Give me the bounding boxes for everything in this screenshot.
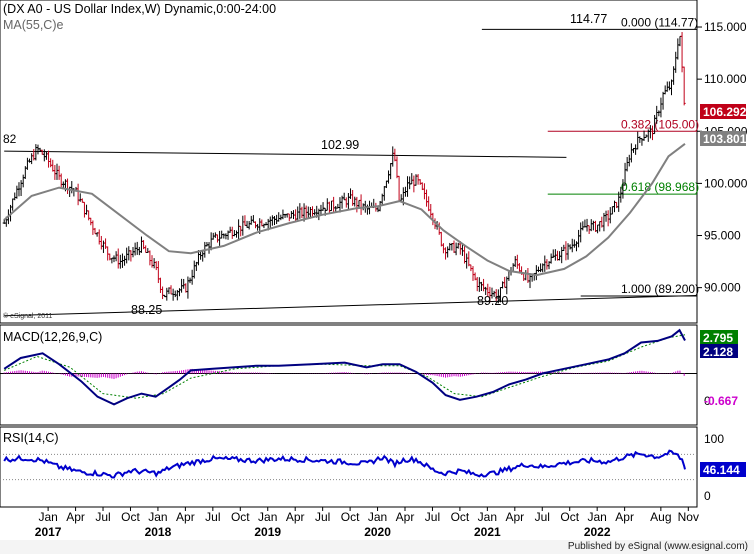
fib-level-label: 1.000 (89.200) bbox=[621, 282, 699, 296]
right-axis-tags: 0 100 0 106.292 103.801 2.795 2.128 -0.6… bbox=[700, 104, 747, 503]
ma-value-tag bbox=[700, 131, 746, 146]
year-label: 2021 bbox=[474, 525, 501, 539]
month-label: Jul bbox=[205, 510, 220, 524]
ma-55-line bbox=[3, 143, 686, 277]
month-label: Oct bbox=[121, 510, 140, 524]
rsi-line bbox=[3, 449, 686, 479]
last-price-tag bbox=[700, 104, 746, 119]
year-label: 2018 bbox=[145, 525, 172, 539]
chart-title: (DX A0 - US Dollar Index,W) Dynamic,0:00… bbox=[3, 2, 276, 16]
month-label: Jan bbox=[587, 510, 606, 524]
month-label: Jul bbox=[95, 510, 110, 524]
rsi-tick-0: 0 bbox=[704, 489, 711, 503]
month-label: Jul bbox=[535, 510, 550, 524]
month-label: Apr bbox=[66, 510, 85, 524]
year-label: 2022 bbox=[584, 525, 611, 539]
macd-main-line bbox=[3, 328, 686, 406]
rsi-label: RSI(14,C) bbox=[3, 431, 59, 445]
month-label: Jan bbox=[368, 510, 387, 524]
trendline bbox=[4, 294, 697, 317]
fib-levels: 0.000 (114.77) 0.382 (105.00) 0.618 (98.96… bbox=[4, 15, 699, 317]
price-tick-label: 95.000 bbox=[704, 229, 741, 243]
macd-lines bbox=[3, 328, 686, 406]
price-tick-label: 90.000 bbox=[704, 281, 741, 295]
high-label: 114.77 bbox=[570, 12, 607, 26]
trendline bbox=[4, 150, 567, 158]
low-2021-label: 89.20 bbox=[477, 294, 508, 308]
price-tick-label: 100.000 bbox=[704, 176, 748, 190]
macd-value-tag bbox=[700, 330, 738, 344]
price-tick-label: 115.000 bbox=[704, 20, 747, 34]
macd-value-1: 2.795 bbox=[703, 331, 733, 345]
month-label: Aug bbox=[650, 510, 671, 524]
macd-panel: MACD(12,26,9,C) bbox=[0, 324, 698, 426]
price-panel: 0.000 (114.77) 0.382 (105.00) 0.618 (98.96… bbox=[0, 0, 748, 324]
macd-zero-tick: 0 bbox=[704, 394, 711, 408]
month-label: Apr bbox=[176, 510, 195, 524]
macd-hist-value: -0.667 bbox=[704, 394, 738, 408]
left-partial-label: 82 bbox=[3, 132, 17, 146]
publisher-credit: Published by eSignal (www.esignal.com) bbox=[567, 541, 748, 552]
ma-value: 103.801 bbox=[703, 132, 747, 146]
macd-histogram bbox=[3, 368, 685, 380]
month-label: Apr bbox=[286, 510, 305, 524]
month-label: Jul bbox=[425, 510, 440, 524]
year-label: 2020 bbox=[364, 525, 391, 539]
low-2018-label: 88.25 bbox=[131, 303, 162, 317]
year-label: 2019 bbox=[254, 525, 281, 539]
month-label: Oct bbox=[451, 510, 470, 524]
month-label: Jan bbox=[478, 510, 497, 524]
rsi-value-tag bbox=[700, 462, 746, 477]
rsi-tick-100: 100 bbox=[704, 432, 724, 446]
macd-signal-line bbox=[4, 334, 686, 399]
high-2020-label: 102.99 bbox=[321, 138, 359, 152]
month-label: Nov bbox=[678, 510, 699, 524]
month-label: Apr bbox=[396, 510, 415, 524]
fib-level-label: 0.382 (105.00) bbox=[621, 117, 699, 131]
month-label: Jan bbox=[38, 510, 57, 524]
esignal-copyright: © eSignal, 2011 bbox=[3, 312, 53, 320]
month-label: Apr bbox=[505, 510, 524, 524]
price-bars bbox=[2, 32, 686, 304]
fib-level-label: 0.000 (114.77) bbox=[621, 15, 698, 29]
month-label: Apr bbox=[615, 510, 634, 524]
month-label: Oct bbox=[231, 510, 250, 524]
macd-label: MACD(12,26,9,C) bbox=[3, 330, 102, 344]
macd-value2-tag bbox=[700, 344, 738, 358]
ma-line bbox=[3, 143, 686, 277]
rsi-panel: RSI(14,C) bbox=[0, 426, 698, 508]
price-panel-frame bbox=[0, 0, 698, 324]
month-label: Oct bbox=[560, 510, 579, 524]
year-label: 2017 bbox=[35, 525, 62, 539]
ma-label: MA(55,C)e bbox=[3, 18, 63, 32]
rsi-14-line bbox=[3, 449, 686, 479]
rsi-value: 46.144 bbox=[703, 463, 740, 477]
rsi-panel-frame bbox=[0, 426, 698, 508]
footer-bar bbox=[0, 540, 754, 554]
price-tick-label: 110.000 bbox=[704, 72, 747, 86]
fib-level-label: 0.618 (98.968) bbox=[621, 180, 699, 194]
last-price-value: 106.292 bbox=[703, 105, 747, 119]
macd-value-2: 2.128 bbox=[703, 345, 733, 359]
month-label: Oct bbox=[341, 510, 360, 524]
rsi-guides bbox=[0, 453, 697, 481]
macd-panel-frame bbox=[0, 324, 698, 426]
month-label: Jan bbox=[148, 510, 167, 524]
month-label: Jul bbox=[315, 510, 330, 524]
time-axis: Jan Apr Jul Oct Jan Apr Jul Oct Jan Apr Jul Oct Jan A… bbox=[35, 507, 699, 539]
month-label: Jan bbox=[258, 510, 277, 524]
